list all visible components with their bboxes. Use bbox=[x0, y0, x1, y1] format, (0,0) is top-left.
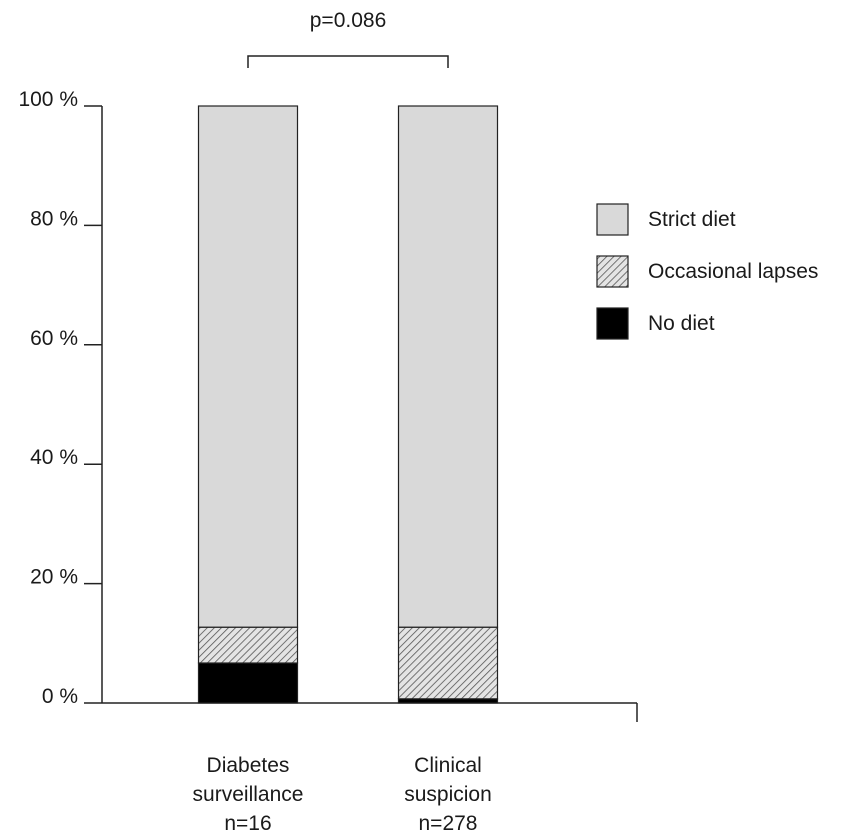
significance-annotation: p=0.086 bbox=[247, 9, 449, 68]
category-labels: Diabetes surveillance n=16 Clinical suspicio… bbox=[193, 754, 492, 835]
bar-segment-occasional-lapses bbox=[197, 626, 299, 664]
bar-segment-occasional-lapses bbox=[397, 626, 499, 700]
category-label: surveillance bbox=[193, 783, 304, 806]
category-label: n=278 bbox=[419, 812, 478, 835]
p-value-label: p=0.086 bbox=[310, 9, 387, 32]
category-label: Diabetes bbox=[207, 754, 290, 777]
legend-swatch bbox=[596, 203, 629, 236]
y-tick-label: 40 % bbox=[30, 446, 78, 469]
y-tick-label: 60 % bbox=[30, 327, 78, 350]
bar-segment-strict-diet bbox=[397, 105, 499, 628]
legend-label: No diet bbox=[648, 312, 715, 335]
bar-segment-no-diet bbox=[197, 662, 299, 704]
bars bbox=[197, 105, 499, 704]
significance-bracket bbox=[247, 55, 449, 68]
legend-swatch bbox=[596, 307, 629, 340]
legend: Strict diet Occasional lapses No diet bbox=[596, 203, 818, 340]
y-tick-label: 100 % bbox=[18, 88, 78, 111]
bar-segment-no-diet bbox=[397, 698, 499, 704]
category-label: Clinical bbox=[414, 754, 482, 777]
axes: 0 % 20 % 40 % 60 % 80 % 100 % bbox=[18, 88, 638, 722]
bar-segment-strict-diet bbox=[197, 105, 299, 628]
legend-swatch bbox=[596, 255, 629, 288]
y-tick-label: 20 % bbox=[30, 566, 78, 589]
category-label: n=16 bbox=[224, 812, 271, 835]
y-tick-label: 80 % bbox=[30, 207, 78, 230]
legend-label: Strict diet bbox=[648, 208, 736, 231]
category-label: suspicion bbox=[404, 783, 492, 806]
legend-label: Occasional lapses bbox=[648, 260, 818, 283]
y-tick-label: 0 % bbox=[42, 685, 78, 708]
